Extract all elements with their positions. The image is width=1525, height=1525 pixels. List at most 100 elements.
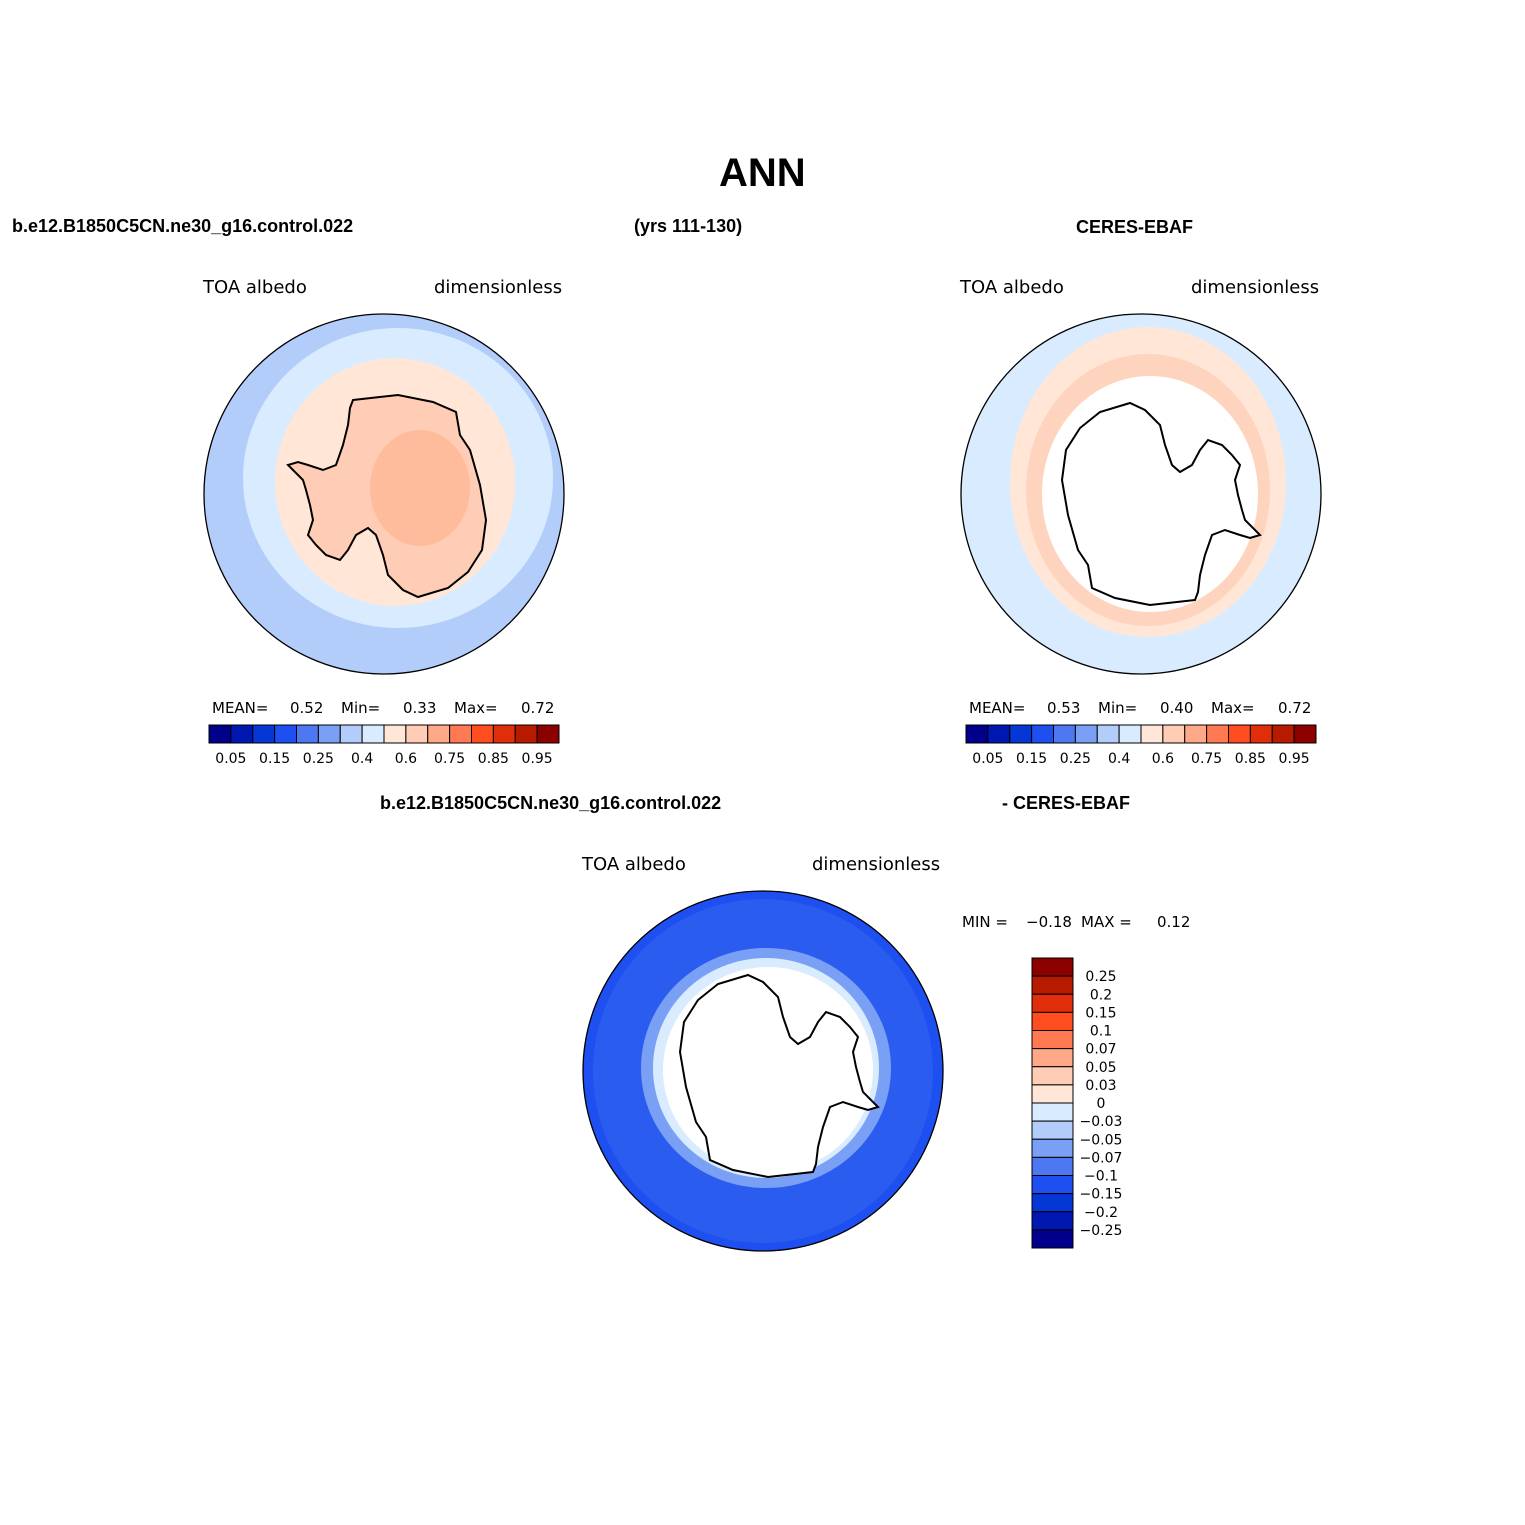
- panel2-mean-value: 0.53: [1047, 699, 1081, 717]
- panel1-variable-label: TOA albedo: [203, 277, 307, 298]
- panel3-colorbar-tick-label: 0.07: [1085, 1042, 1116, 1058]
- panel3-colorbar-tick-label: 0.05: [1085, 1060, 1116, 1076]
- panel3-colorbar: 0.25 0.2 0.15 0.1 0.07 0.05 0.03 0 −0.03 −0.05 −0.…: [1031, 957, 1123, 1249]
- panel2-colorbar-tick-label: 0.6: [1152, 751, 1174, 767]
- panel2-colorbar-box: [1096, 724, 1120, 744]
- panel1-map: [203, 313, 565, 675]
- panel2-colorbar-box: [1228, 724, 1251, 744]
- case-name-header: b.e12.B1850C5CN.ne30_g16.control.022: [12, 216, 354, 236]
- panel3-colorbar-tick-label: −0.07: [1080, 1150, 1123, 1166]
- panel3-min-value: −0.18: [1026, 913, 1072, 931]
- panel1-colorbar-tick-label: 0.4: [351, 751, 373, 767]
- panel3-colorbar-tick-label: 0.1: [1090, 1024, 1112, 1040]
- panel2-max-label: Max=: [1211, 699, 1255, 717]
- panel3-colorbar-box: [1031, 1156, 1074, 1176]
- panel1-colorbar-box: [514, 724, 538, 744]
- panel1-colorbar-tick-label: 0.95: [522, 751, 553, 767]
- panel1-colorbar-box: [536, 724, 560, 744]
- panel2-colorbar-box: [987, 724, 1011, 744]
- panel3-colorbar-tick-label: −0.25: [1080, 1223, 1123, 1239]
- panel3-colorbar-box: [1031, 1229, 1074, 1249]
- panel3-colorbar-tick-label: 0.25: [1085, 969, 1116, 985]
- diff-obs-name-header: - CERES-EBAF: [1002, 793, 1131, 813]
- panel1-colorbar-box: [230, 724, 254, 744]
- panel2-colorbar-box: [1140, 724, 1164, 744]
- panel3-colorbar-box: [1031, 1175, 1074, 1195]
- panel2-min-value: 0.40: [1160, 699, 1194, 717]
- panel2-colorbar-box: [1009, 724, 1033, 744]
- panel1-colorbar-box: [449, 724, 472, 744]
- panel1-colorbar-box: [252, 724, 276, 744]
- panel2-colorbar-box: [1053, 724, 1076, 744]
- panel3-colorbar-tick-label: 0: [1097, 1096, 1106, 1112]
- panel3-colorbar-box: [1031, 1120, 1074, 1140]
- years-header: (yrs 111-130): [634, 216, 743, 236]
- panel1-colorbar-box: [274, 724, 297, 744]
- panel2-colorbar-tick-label: 0.05: [972, 751, 1003, 767]
- panel2-map: [960, 313, 1322, 675]
- panel3-colorbar-tick-label: −0.1: [1084, 1169, 1118, 1185]
- panel3-colorbar-tick-label: −0.15: [1080, 1187, 1123, 1203]
- panel1-colorbar-box: [492, 724, 516, 744]
- panel3-colorbar-box: [1031, 1102, 1074, 1122]
- panel1-min-label: Min=: [341, 699, 381, 717]
- panel3-colorbar-tick-label: −0.2: [1084, 1205, 1118, 1221]
- panel2-colorbar-tick-label: 0.4: [1108, 751, 1130, 767]
- panel2-colorbar-box: [1162, 724, 1186, 744]
- panel2-colorbar-tick-label: 0.15: [1016, 751, 1047, 767]
- panel3-colorbar-box: [1031, 975, 1074, 995]
- panel2-units-label: dimensionless: [1191, 277, 1320, 298]
- panel3-max-value: 0.12: [1157, 913, 1191, 931]
- panel1-max-value: 0.72: [521, 699, 555, 717]
- panel2-colorbar-tick-label: 0.85: [1235, 751, 1266, 767]
- panel2-colorbar-box: [1184, 724, 1208, 744]
- panel3-map: [582, 890, 944, 1252]
- panel2-colorbar-tick-label: 0.25: [1060, 751, 1091, 767]
- panel2-colorbar-box: [1206, 724, 1229, 744]
- panel3-units-label: dimensionless: [812, 854, 941, 875]
- panel2-variable-label: TOA albedo: [960, 277, 1064, 298]
- panel2-max-value: 0.72: [1278, 699, 1312, 717]
- panel1-units-label: dimensionless: [434, 277, 563, 298]
- panel3-colorbar-tick-label: −0.05: [1080, 1132, 1123, 1148]
- panel1-colorbar-box: [471, 724, 494, 744]
- panel3-colorbar-tick-label: 0.03: [1085, 1078, 1116, 1094]
- panel2-colorbar-box: [1074, 724, 1098, 744]
- panel1-colorbar-box: [427, 724, 451, 744]
- panel1-colorbar-box: [339, 724, 363, 744]
- panel1-colorbar-tick-label: 0.15: [259, 751, 290, 767]
- panel2-colorbar-tick-label: 0.95: [1279, 751, 1310, 767]
- panel1-colorbar-box: [405, 724, 429, 744]
- panel1-mean-label: MEAN=: [212, 699, 269, 717]
- panel3-colorbar-box: [1031, 1066, 1074, 1086]
- panel1-colorbar: 0.05 0.15 0.25 0.4 0.6 0.75 0.85 0.95: [208, 724, 560, 767]
- panel2-colorbar: 0.05 0.15 0.25 0.4 0.6 0.75 0.85 0.95: [965, 724, 1317, 767]
- panel3-colorbar-tick-label: 0.15: [1085, 1005, 1116, 1021]
- panel1-colorbar-box: [208, 724, 232, 744]
- panel2-colorbar-box: [1293, 724, 1317, 744]
- panel2-colorbar-box: [1118, 724, 1142, 744]
- panel3-colorbar-box: [1031, 1138, 1074, 1158]
- panel1-colorbar-box: [296, 724, 319, 744]
- panel2-colorbar-box: [1031, 724, 1054, 744]
- panel3-max-label: MAX =: [1081, 913, 1132, 931]
- panel3-colorbar-tick-label: −0.03: [1080, 1114, 1123, 1130]
- panel1-colorbar-box: [361, 724, 385, 744]
- panel3-colorbar-box: [1031, 1030, 1074, 1050]
- panel1-colorbar-tick-label: 0.85: [478, 751, 509, 767]
- panel1-colorbar-tick-label: 0.75: [434, 751, 465, 767]
- panel3-colorbar-box: [1031, 957, 1074, 977]
- panel3-variable-label: TOA albedo: [582, 854, 686, 875]
- panel3-colorbar-box: [1031, 993, 1074, 1013]
- panel2-colorbar-box: [1271, 724, 1295, 744]
- panel2-min-label: Min=: [1098, 699, 1138, 717]
- panel1-colorbar-box: [383, 724, 407, 744]
- panel3-colorbar-tick-label: 0.2: [1090, 987, 1112, 1003]
- diff-case-name-header: b.e12.B1850C5CN.ne30_g16.control.022: [380, 793, 722, 813]
- panel1-colorbar-tick-label: 0.05: [215, 751, 246, 767]
- panel3-colorbar-box: [1031, 1193, 1074, 1213]
- panel3-colorbar-box: [1031, 1084, 1074, 1104]
- panel1-colorbar-tick-label: 0.25: [303, 751, 334, 767]
- panel1-mean-value: 0.52: [290, 699, 324, 717]
- panel2-colorbar-box: [965, 724, 989, 744]
